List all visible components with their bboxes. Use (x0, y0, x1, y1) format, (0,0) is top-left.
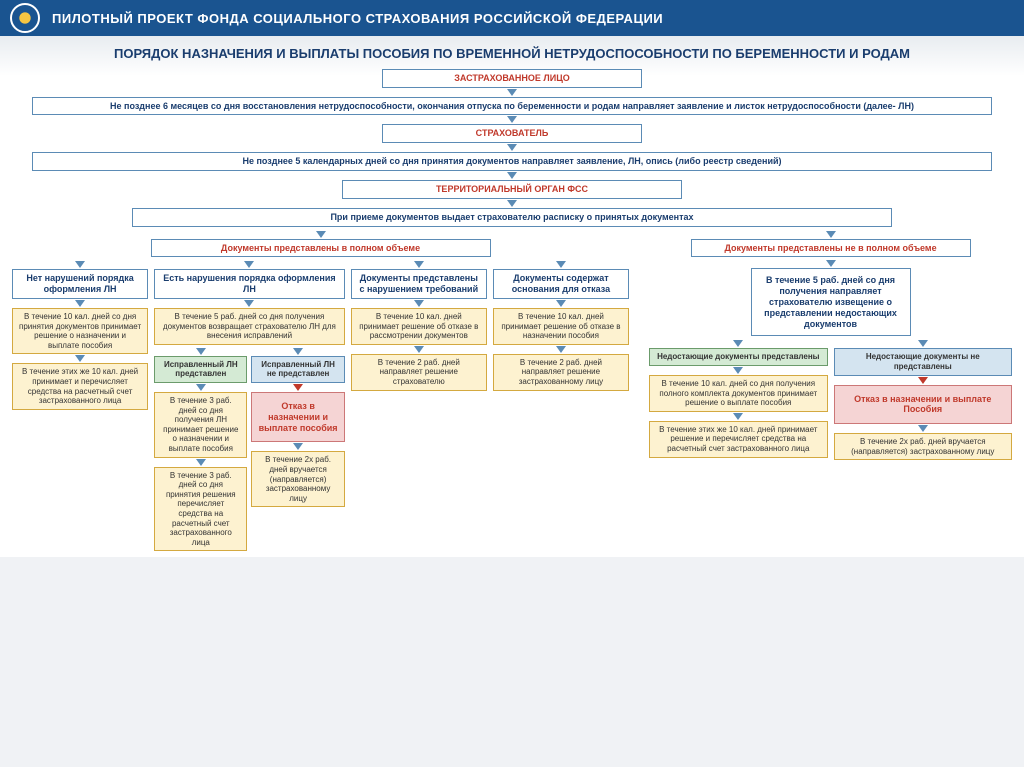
arrow-icon (556, 346, 566, 353)
arrow-icon (507, 200, 517, 207)
arrow-icon (196, 459, 206, 466)
col2-c1: В течение 3 раб. дней со дня получения Л… (154, 392, 247, 458)
col3-header: Документы представлены с нарушением треб… (351, 269, 487, 299)
insured-box: ЗАСТРАХОВАННОЕ ЛИЦО (382, 69, 642, 88)
arrow-icon (196, 384, 206, 391)
r2a-box: Недостающие документы представлены (649, 348, 827, 366)
r4-box: В течение 2х раб. дней вручается (направ… (834, 433, 1012, 460)
col1-b: В течение этих же 10 кал. дней принимает… (12, 363, 148, 409)
arrow-icon (414, 346, 424, 353)
col4-a: В течение 10 кал. дней принимает решение… (493, 308, 629, 345)
arrow-icon (414, 300, 424, 307)
col1-header: Нет нарушений порядка оформления ЛН (12, 269, 148, 299)
step2-box: Не позднее 5 календарных дней со дня при… (32, 152, 992, 171)
r2b-box: Недостающие документы не представлены (834, 348, 1012, 375)
step3-box: При приеме документов выдает страховател… (132, 208, 892, 227)
arrow-icon (293, 443, 303, 450)
refusal-box: Отказ в назначении и выплате пособия (251, 392, 344, 442)
col2-a: В течение 5 раб. дней со дня получения д… (154, 308, 345, 345)
arrow-icon (507, 116, 517, 123)
arrow-icon (75, 300, 85, 307)
col2-b1: Исправленный ЛН представлен (154, 356, 247, 383)
arrow-icon (918, 340, 928, 347)
arrow-icon (918, 377, 928, 384)
col4-b: В течение 2 раб. дней направляет решение… (493, 354, 629, 391)
arrow-icon (507, 89, 517, 96)
col2-c2: В течение 3 раб. дней со дня принятия ре… (154, 467, 247, 552)
col2-b2: Исправленный ЛН не представлен (251, 356, 344, 383)
step1-box: Не позднее 6 месяцев со дня восстановлен… (32, 97, 992, 116)
arrow-icon (75, 355, 85, 362)
arrow-icon (918, 425, 928, 432)
arrow-icon (316, 231, 326, 238)
docs-notfull-box: Документы представлены не в полном объем… (691, 239, 971, 258)
arrow-icon (244, 261, 254, 268)
arrow-icon (293, 348, 303, 355)
arrow-icon (826, 231, 836, 238)
arrow-icon (826, 260, 836, 267)
refusal2-box: Отказ в назначении и выплате Пособия (834, 385, 1012, 425)
r1-box: В течение 5 раб. дней со дня получения н… (751, 268, 911, 336)
arrow-icon (556, 261, 566, 268)
col2-header: Есть нарушения порядка оформления ЛН (154, 269, 345, 299)
arrow-icon (733, 340, 743, 347)
arrow-icon (293, 384, 303, 391)
arrow-icon (733, 367, 743, 374)
arrow-icon (196, 348, 206, 355)
col2-d: В течение 2х раб. дней вручается (направ… (251, 451, 344, 507)
col4-header: Документы содержат основания для отказа (493, 269, 629, 299)
docs-full-box: Документы представлены в полном объеме (151, 239, 491, 258)
fss-box: ТЕРРИТОРИАЛЬНЫЙ ОРГАН ФСС (342, 180, 682, 199)
arrow-icon (556, 300, 566, 307)
insurer-box: СТРАХОВАТЕЛЬ (382, 124, 642, 143)
main-title: ПОРЯДОК НАЗНАЧЕНИЯ И ВЫПЛАТЫ ПОСОБИЯ ПО … (12, 46, 1012, 63)
flowchart-content: ПОРЯДОК НАЗНАЧЕНИЯ И ВЫПЛАТЫ ПОСОБИЯ ПО … (0, 36, 1024, 557)
fss-logo-icon (10, 3, 40, 33)
header-bar: ПИЛОТНЫЙ ПРОЕКТ ФОНДА СОЦИАЛЬНОГО СТРАХО… (0, 0, 1024, 36)
arrow-icon (414, 261, 424, 268)
header-title: ПИЛОТНЫЙ ПРОЕКТ ФОНДА СОЦИАЛЬНОГО СТРАХО… (52, 11, 663, 26)
arrow-icon (75, 261, 85, 268)
arrow-icon (507, 172, 517, 179)
col1-a: В течение 10 кал. дней со дня принятия д… (12, 308, 148, 354)
col3-a: В течение 10 кал. дней принимает решение… (351, 308, 487, 345)
col3-b: В течение 2 раб. дней направляет решение… (351, 354, 487, 391)
arrow-icon (507, 144, 517, 151)
arrow-icon (244, 300, 254, 307)
arrow-icon (733, 413, 743, 420)
r3a-box: В течение 10 кал. дней со дня получения … (649, 375, 827, 412)
r3b-box: В течение этих же 10 кал. дней принимает… (649, 421, 827, 458)
